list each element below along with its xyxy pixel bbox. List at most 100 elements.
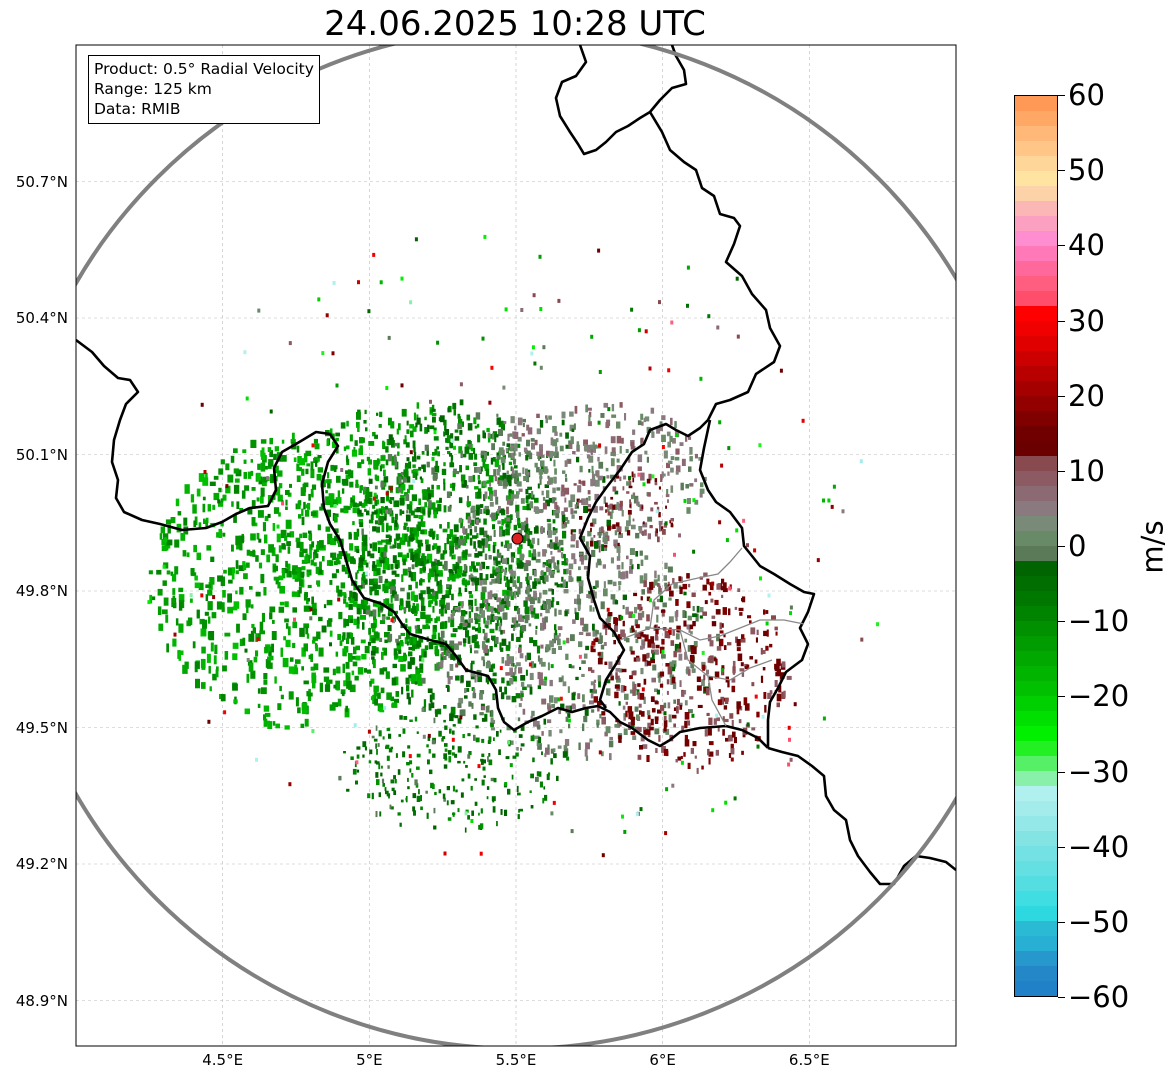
echo-pixel <box>377 540 383 545</box>
echo-pixel <box>521 521 526 526</box>
echo-pixel <box>694 755 697 759</box>
echo-pixel <box>304 504 310 509</box>
echo-pixel <box>510 416 515 424</box>
echo-pixel <box>409 719 413 722</box>
echo-pixel <box>591 648 596 653</box>
echo-pixel <box>273 465 279 474</box>
echo-pixel <box>534 613 540 619</box>
echo-pixel <box>496 560 501 565</box>
echo-pixel <box>603 642 607 646</box>
echo-pixel <box>180 533 186 541</box>
echo-pixel <box>641 589 645 595</box>
echo-pixel <box>613 478 617 483</box>
echo-pixel <box>313 562 317 567</box>
echo-pixel <box>295 697 299 707</box>
echo-pixel <box>310 488 314 497</box>
echo-pixel <box>776 702 780 708</box>
echo-pixel <box>549 477 554 483</box>
echo-pixel <box>507 788 511 795</box>
echo-pixel <box>446 491 451 498</box>
echo-pixel <box>760 675 764 683</box>
echo-pixel <box>598 443 602 448</box>
echo-pixel <box>352 502 357 508</box>
echo-pixel <box>542 496 546 501</box>
echo-pixel <box>483 508 486 514</box>
echo-pixel <box>613 543 617 547</box>
echo-pixel <box>436 662 440 670</box>
echo-pixel <box>455 675 460 681</box>
echo-pixel <box>438 709 441 714</box>
echo-pixel <box>691 713 695 718</box>
echo-pixel <box>409 504 413 514</box>
echo-pixel <box>539 592 542 599</box>
echo-pixel <box>147 600 151 605</box>
echo-pixel <box>429 694 433 703</box>
echo-pixel <box>669 674 675 678</box>
echo-pixel <box>200 402 204 407</box>
echo-pixel <box>331 573 337 579</box>
echo-pixel <box>216 532 220 538</box>
echo-pixel <box>474 801 478 806</box>
echo-pixel <box>746 722 750 727</box>
echo-pixel <box>445 590 450 599</box>
echo-pixel <box>684 712 690 720</box>
echo-pixel <box>352 495 356 500</box>
echo-pixel <box>670 467 674 473</box>
echo-pixel <box>431 456 435 461</box>
echo-pixel <box>646 456 649 463</box>
echo-pixel <box>723 633 726 638</box>
echo-pixel <box>714 599 719 605</box>
echo-pixel <box>578 631 584 635</box>
echo-pixel <box>489 494 493 501</box>
echo-pixel <box>257 703 261 708</box>
echo-pixel <box>326 599 333 606</box>
echo-pixel <box>637 563 640 570</box>
echo-pixel <box>208 631 215 641</box>
echo-pixel <box>539 478 542 485</box>
echo-pixel <box>565 716 569 722</box>
echo-pixel <box>506 680 511 686</box>
echo-pixel <box>672 682 677 690</box>
colorbar-swatch <box>1015 336 1057 351</box>
echo-pixel <box>550 570 555 578</box>
echo-pixel <box>736 708 740 715</box>
echo-pixel <box>476 507 480 516</box>
echo-pixel <box>593 696 598 703</box>
echo-pixel <box>841 509 845 514</box>
echo-pixel <box>299 579 303 587</box>
echo-pixel <box>326 509 331 517</box>
echo-pixel <box>557 638 561 646</box>
echo-pixel <box>426 498 430 502</box>
echo-pixel <box>247 471 252 479</box>
echo-pixel <box>536 413 540 418</box>
echo-pixel <box>474 778 477 781</box>
echo-pixel <box>556 562 560 571</box>
colorbar-swatch <box>1015 876 1057 891</box>
echo-pixel <box>368 610 373 617</box>
echo-pixel <box>482 629 485 634</box>
echo-pixel <box>421 464 425 469</box>
echo-pixel <box>724 800 728 805</box>
echo-pixel <box>666 679 670 685</box>
echo-pixel <box>631 494 634 500</box>
echo-pixel <box>409 424 415 429</box>
echo-pixel <box>292 607 297 613</box>
echo-pixel <box>547 602 551 610</box>
echo-pixel <box>524 606 530 615</box>
echo-pixel <box>408 584 412 591</box>
echo-pixel <box>788 737 791 742</box>
echo-pixel <box>341 592 347 596</box>
echo-pixel <box>329 499 334 508</box>
echo-pixel <box>656 614 659 623</box>
echo-pixel <box>559 729 563 734</box>
echo-pixel <box>303 680 309 685</box>
echo-pixel <box>505 756 510 760</box>
echo-pixel <box>577 501 580 507</box>
echo-pixel <box>508 740 514 745</box>
echo-pixel <box>479 693 483 700</box>
echo-pixel <box>389 804 392 810</box>
echo-pixel <box>388 795 390 799</box>
echo-pixel <box>535 776 539 782</box>
echo-pixel <box>402 751 406 758</box>
echo-pixel <box>618 723 622 727</box>
